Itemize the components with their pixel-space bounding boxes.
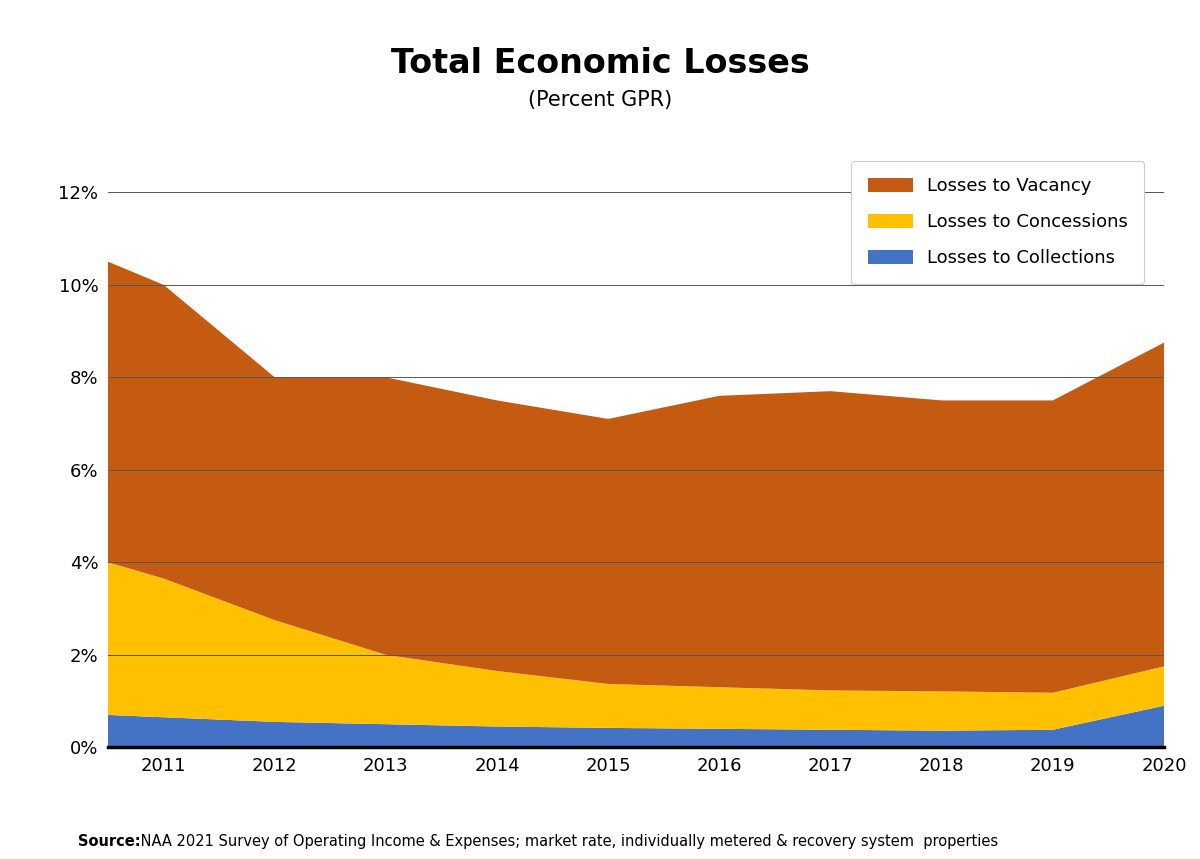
Text: Source:: Source: bbox=[78, 834, 140, 849]
Text: Total Economic Losses: Total Economic Losses bbox=[391, 47, 809, 80]
Text: (Percent GPR): (Percent GPR) bbox=[528, 90, 672, 110]
Text: NAA 2021 Survey of Operating Income & Expenses; market rate, individually metere: NAA 2021 Survey of Operating Income & Ex… bbox=[136, 834, 997, 849]
Legend: Losses to Vacancy, Losses to Concessions, Losses to Collections: Losses to Vacancy, Losses to Concessions… bbox=[852, 161, 1145, 283]
